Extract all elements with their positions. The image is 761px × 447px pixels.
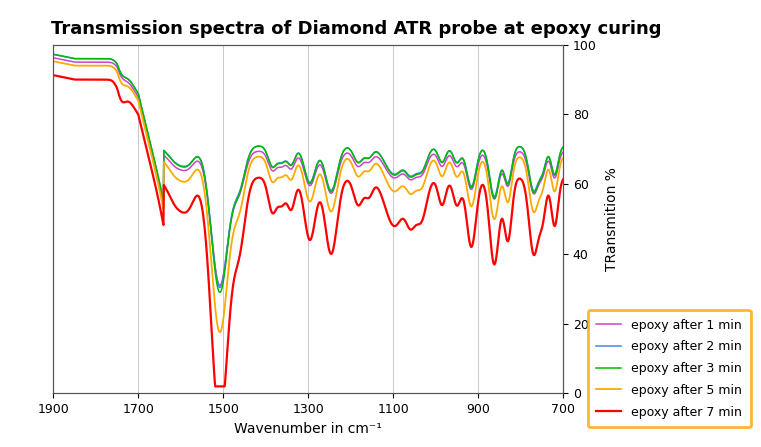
epoxy after 5 min bbox=[328, 208, 337, 213]
Line: epoxy after 1 min: epoxy after 1 min bbox=[53, 58, 563, 286]
epoxy after 1 min bbox=[328, 190, 337, 195]
epoxy after 7 min bbox=[49, 72, 58, 78]
epoxy after 3 min bbox=[559, 144, 568, 150]
Y-axis label: TRansmition %: TRansmition % bbox=[605, 167, 619, 271]
epoxy after 5 min bbox=[49, 59, 58, 64]
epoxy after 2 min bbox=[49, 51, 58, 57]
epoxy after 2 min bbox=[328, 187, 337, 192]
epoxy after 3 min bbox=[49, 51, 58, 57]
epoxy after 5 min bbox=[270, 178, 279, 184]
epoxy after 2 min bbox=[135, 95, 144, 100]
Line: epoxy after 5 min: epoxy after 5 min bbox=[53, 61, 563, 332]
epoxy after 5 min bbox=[116, 79, 126, 84]
epoxy after 1 min bbox=[317, 164, 326, 169]
epoxy after 3 min bbox=[116, 71, 126, 76]
epoxy after 3 min bbox=[270, 164, 279, 169]
epoxy after 1 min bbox=[49, 55, 58, 60]
epoxy after 1 min bbox=[135, 98, 144, 103]
Line: epoxy after 7 min: epoxy after 7 min bbox=[53, 75, 563, 386]
epoxy after 5 min bbox=[221, 297, 230, 303]
epoxy after 1 min bbox=[559, 150, 568, 155]
epoxy after 7 min bbox=[328, 250, 337, 255]
epoxy after 7 min bbox=[317, 202, 326, 208]
epoxy after 2 min bbox=[559, 144, 568, 150]
Line: epoxy after 2 min: epoxy after 2 min bbox=[53, 54, 563, 287]
epoxy after 7 min bbox=[270, 209, 279, 215]
epoxy after 3 min bbox=[328, 188, 337, 194]
epoxy after 5 min bbox=[215, 329, 224, 335]
Line: epoxy after 3 min: epoxy after 3 min bbox=[53, 54, 563, 292]
epoxy after 2 min bbox=[317, 159, 326, 164]
Text: Transmission spectra of Diamond ATR probe at epoxy curing: Transmission spectra of Diamond ATR prob… bbox=[51, 20, 661, 38]
epoxy after 3 min bbox=[135, 95, 144, 100]
epoxy after 5 min bbox=[317, 173, 326, 179]
epoxy after 1 min bbox=[270, 167, 279, 173]
X-axis label: Wavenumber in cm⁻¹: Wavenumber in cm⁻¹ bbox=[234, 422, 382, 436]
epoxy after 3 min bbox=[317, 160, 326, 165]
epoxy after 1 min bbox=[221, 258, 230, 263]
epoxy after 2 min bbox=[221, 259, 230, 264]
epoxy after 2 min bbox=[116, 70, 126, 76]
epoxy after 5 min bbox=[559, 155, 568, 160]
epoxy after 1 min bbox=[215, 283, 224, 288]
epoxy after 5 min bbox=[135, 101, 144, 107]
epoxy after 3 min bbox=[215, 290, 224, 295]
epoxy after 2 min bbox=[270, 163, 279, 169]
epoxy after 7 min bbox=[116, 97, 126, 102]
epoxy after 2 min bbox=[215, 285, 224, 290]
epoxy after 1 min bbox=[116, 73, 126, 79]
epoxy after 7 min bbox=[211, 384, 220, 389]
epoxy after 7 min bbox=[221, 374, 230, 380]
epoxy after 7 min bbox=[135, 115, 144, 121]
epoxy after 3 min bbox=[221, 263, 230, 268]
Legend: epoxy after 1 min, epoxy after 2 min, epoxy after 3 min, epoxy after 5 min, epox: epoxy after 1 min, epoxy after 2 min, ep… bbox=[587, 310, 751, 427]
epoxy after 7 min bbox=[559, 177, 568, 182]
